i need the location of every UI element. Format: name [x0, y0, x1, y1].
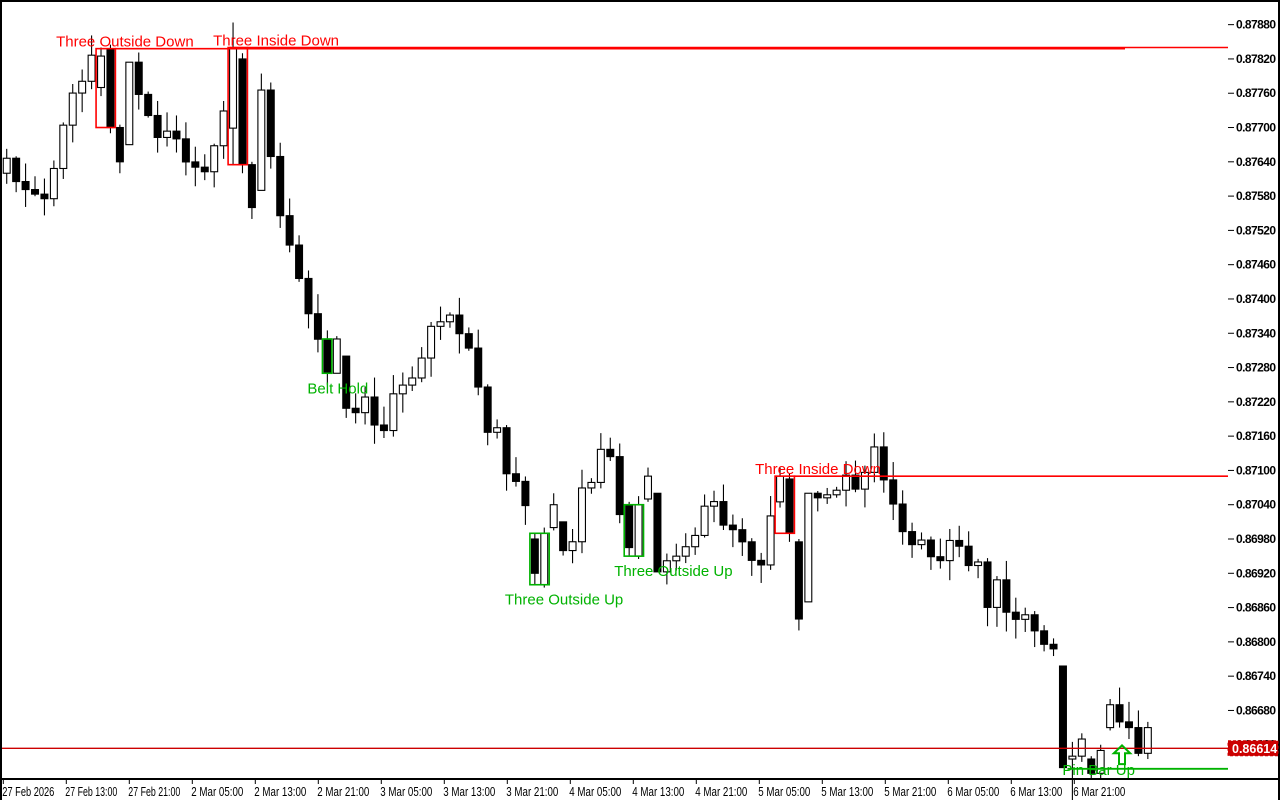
- svg-text:2 Mar 05:00: 2 Mar 05:00: [191, 785, 243, 799]
- svg-text:0.86614: 0.86614: [1232, 742, 1277, 756]
- svg-text:27 Feb 2026: 27 Feb 2026: [2, 785, 54, 799]
- svg-text:5 Mar 21:00: 5 Mar 21:00: [884, 785, 936, 799]
- svg-text:5 Mar 13:00: 5 Mar 13:00: [821, 785, 873, 799]
- svg-text:0.87100: 0.87100: [1236, 463, 1276, 477]
- svg-text:5 Mar 05:00: 5 Mar 05:00: [758, 785, 810, 799]
- svg-text:0.87280: 0.87280: [1236, 361, 1276, 375]
- svg-text:0.87220: 0.87220: [1236, 395, 1276, 409]
- svg-text:3 Mar 05:00: 3 Mar 05:00: [380, 785, 432, 799]
- svg-text:0.87520: 0.87520: [1236, 223, 1276, 237]
- svg-text:0.86920: 0.86920: [1236, 566, 1276, 580]
- svg-text:0.87760: 0.87760: [1236, 86, 1276, 100]
- svg-text:6 Mar 21:00: 6 Mar 21:00: [1073, 785, 1125, 799]
- svg-text:Three Outside Up: Three Outside Up: [614, 563, 732, 580]
- svg-text:4 Mar 21:00: 4 Mar 21:00: [695, 785, 747, 799]
- svg-text:Three Outside Down: Three Outside Down: [56, 34, 194, 51]
- svg-text:0.86800: 0.86800: [1236, 635, 1276, 649]
- svg-text:2 Mar 13:00: 2 Mar 13:00: [254, 785, 306, 799]
- svg-text:0.87700: 0.87700: [1236, 121, 1276, 135]
- svg-text:0.86980: 0.86980: [1236, 532, 1276, 546]
- svg-text:0.86680: 0.86680: [1236, 703, 1276, 717]
- svg-text:0.87160: 0.87160: [1236, 429, 1276, 443]
- svg-text:0.87340: 0.87340: [1236, 326, 1276, 340]
- svg-text:0.87040: 0.87040: [1236, 498, 1276, 512]
- svg-text:0.87820: 0.87820: [1236, 52, 1276, 66]
- svg-text:0.87400: 0.87400: [1236, 292, 1276, 306]
- svg-text:0.86740: 0.86740: [1236, 669, 1276, 683]
- svg-text:0.86860: 0.86860: [1236, 601, 1276, 615]
- svg-text:Three Inside Down: Three Inside Down: [213, 33, 339, 50]
- svg-text:4 Mar 05:00: 4 Mar 05:00: [569, 785, 621, 799]
- svg-text:3 Mar 21:00: 3 Mar 21:00: [506, 785, 558, 799]
- svg-text:6 Mar 13:00: 6 Mar 13:00: [1010, 785, 1062, 799]
- svg-text:3 Mar 13:00: 3 Mar 13:00: [443, 785, 495, 799]
- svg-text:0.87880: 0.87880: [1236, 18, 1276, 32]
- svg-text:4 Mar 13:00: 4 Mar 13:00: [632, 785, 684, 799]
- svg-text:Belt Hold: Belt Hold: [307, 380, 368, 397]
- svg-text:0.87640: 0.87640: [1236, 155, 1276, 169]
- svg-text:2 Mar 21:00: 2 Mar 21:00: [317, 785, 369, 799]
- svg-text:0.87460: 0.87460: [1236, 258, 1276, 272]
- svg-text:27 Feb 21:00: 27 Feb 21:00: [128, 785, 180, 799]
- svg-text:Pin Bar Up: Pin Bar Up: [1062, 762, 1135, 779]
- svg-text:27 Feb 13:00: 27 Feb 13:00: [65, 785, 117, 799]
- svg-text:Three Inside Down: Three Inside Down: [755, 461, 881, 478]
- svg-text:0.87580: 0.87580: [1236, 189, 1276, 203]
- svg-text:6 Mar 05:00: 6 Mar 05:00: [947, 785, 999, 799]
- svg-text:Three Outside Up: Three Outside Up: [505, 592, 623, 609]
